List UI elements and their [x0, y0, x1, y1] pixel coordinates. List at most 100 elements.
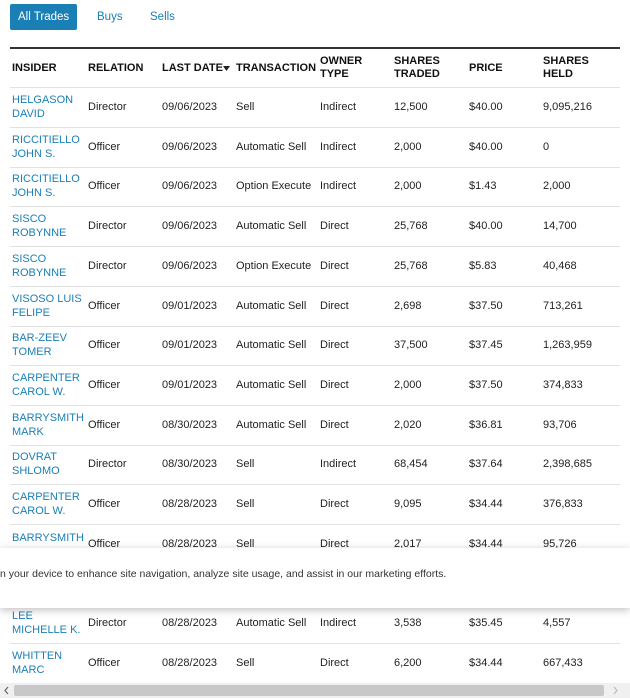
table-cell: 37,500: [394, 339, 428, 352]
table-cell: 09/06/2023: [162, 140, 218, 153]
table-cell: 2,000: [543, 180, 571, 193]
table-cell: Direct: [320, 498, 349, 510]
table-cell: Indirect: [320, 180, 357, 193]
table-cell: 09/01/2023: [162, 378, 218, 391]
table-cell: Automatic Sell: [236, 418, 307, 431]
table-cell: Direct: [320, 339, 349, 352]
table-cell: 09/06/2023: [162, 259, 218, 272]
table-cell: Direct: [320, 418, 349, 431]
table-cell: 12,500: [394, 101, 428, 113]
row-rule: [10, 404, 620, 406]
table-cell: 09/01/2023: [162, 339, 218, 352]
table-cell: 4,557: [543, 617, 571, 630]
insider-link[interactable]: CARPENTER CAROL W.: [12, 491, 80, 517]
table-cell: 95,726: [543, 537, 577, 550]
insider-link[interactable]: LEE MICHELLE K.: [12, 610, 81, 637]
table-cell: Direct: [320, 299, 349, 312]
insider-link[interactable]: WHITTEN MARC: [12, 649, 63, 676]
table-cell: 09/06/2023: [162, 101, 218, 113]
column-header: TRANSACTION: [236, 62, 317, 74]
table-cell: 0: [543, 140, 550, 153]
insider-link[interactable]: HELGASON DAVID: [12, 94, 74, 120]
insider-link[interactable]: RICCITIELLO JOHN S.: [12, 173, 80, 200]
insider-link[interactable]: SISCO ROBYNNE: [12, 213, 67, 240]
table-cell: Officer: [88, 339, 121, 352]
table-cell: 09/06/2023: [162, 180, 218, 193]
table-cell: Automatic Sell: [236, 339, 307, 352]
table-cell: Officer: [88, 656, 121, 669]
insider-link[interactable]: BAR-ZEEV TOMER: [12, 332, 68, 359]
table-cell: 2,698: [394, 299, 422, 312]
table-cell: Automatic Sell: [236, 220, 307, 233]
table-cell: $37.64: [469, 458, 503, 471]
table-cell: $37.50: [469, 299, 503, 312]
table-cell: Director: [88, 458, 127, 471]
row-rule: [10, 325, 620, 327]
tab[interactable]: All Trades: [10, 4, 78, 30]
table-cell: $40.00: [469, 140, 503, 153]
table-cell: 14,700: [543, 220, 577, 233]
table-cell: 1,263,959: [543, 339, 592, 352]
table-cell: Officer: [88, 537, 121, 550]
table-cell: $34.44: [469, 656, 503, 669]
table-cell: Indirect: [320, 101, 357, 113]
row-rule: [10, 365, 620, 367]
insider-link[interactable]: BARRYSMITH MARK: [12, 411, 84, 438]
insider-link[interactable]: RICCITIELLO JOHN S.: [12, 133, 80, 160]
scrollbar-track: [0, 683, 630, 698]
table-cell: Officer: [88, 418, 121, 431]
table-cell: Direct: [320, 220, 349, 233]
table-cell: Officer: [88, 140, 121, 153]
table-cell: Director: [88, 220, 127, 233]
table-top-rule: [10, 47, 620, 49]
table-cell: Option Execute: [236, 259, 312, 272]
table-cell: $35.45: [469, 617, 503, 630]
table-cell: 08/28/2023: [162, 498, 218, 510]
row-rule: [10, 444, 620, 446]
table-cell: 2,000: [394, 140, 422, 153]
row-rule: [10, 643, 620, 645]
table-cell: 2,000: [394, 378, 422, 391]
table-cell: 08/30/2023: [162, 418, 218, 431]
table-cell: Direct: [320, 656, 349, 669]
sort-arrow[interactable]: [223, 66, 231, 72]
column-header[interactable]: LAST DATE: [162, 62, 223, 74]
insider-link[interactable]: CARPENTER CAROL W.: [12, 371, 80, 398]
table-cell: 9,095,216: [543, 101, 592, 113]
table-cell: 2,017: [394, 537, 422, 550]
insider-link[interactable]: BARRYSMITH: [12, 531, 84, 544]
table-cell: $34.44: [469, 537, 503, 550]
table-cell: Automatic Sell: [236, 378, 307, 391]
tab[interactable]: Sells: [150, 11, 175, 23]
table-cell: $34.44: [469, 498, 503, 510]
table-cell: 2,000: [394, 180, 422, 193]
table-cell: Indirect: [320, 458, 357, 471]
table-cell: Direct: [320, 537, 349, 550]
scroll-right-arrow[interactable]: [613, 686, 618, 695]
table-cell: 2,398,685: [543, 458, 592, 471]
table-cell: Sell: [236, 458, 255, 471]
table-cell: 6,200: [394, 656, 422, 669]
table-cell: 3,538: [394, 617, 422, 630]
table-cell: $37.45: [469, 339, 503, 352]
column-header: OWNER TYPE: [320, 55, 363, 80]
scroll-left-arrow[interactable]: [4, 686, 9, 695]
table-cell: 93,706: [543, 418, 577, 431]
table-cell: Indirect: [320, 617, 357, 630]
table-cell: 374,833: [543, 378, 583, 391]
insider-link[interactable]: VISOSO LUIS FELIPE: [12, 292, 82, 319]
row-rule: [10, 285, 620, 287]
scrollbar-thumb[interactable]: [14, 685, 604, 696]
row-rule: [10, 484, 620, 486]
row-rule: [10, 206, 620, 208]
insider-link[interactable]: DOVRAT SHLOMO: [12, 451, 60, 478]
table-cell: Officer: [88, 180, 121, 193]
tab[interactable]: Buys: [97, 11, 123, 23]
table-cell: Officer: [88, 299, 121, 312]
insider-link[interactable]: SISCO ROBYNNE: [12, 252, 67, 279]
table-cell: Sell: [236, 101, 255, 113]
table-cell: Direct: [320, 378, 349, 391]
table-cell: Officer: [88, 498, 121, 510]
table-cell: 09/06/2023: [162, 220, 218, 233]
table-cell: Sell: [236, 656, 255, 669]
